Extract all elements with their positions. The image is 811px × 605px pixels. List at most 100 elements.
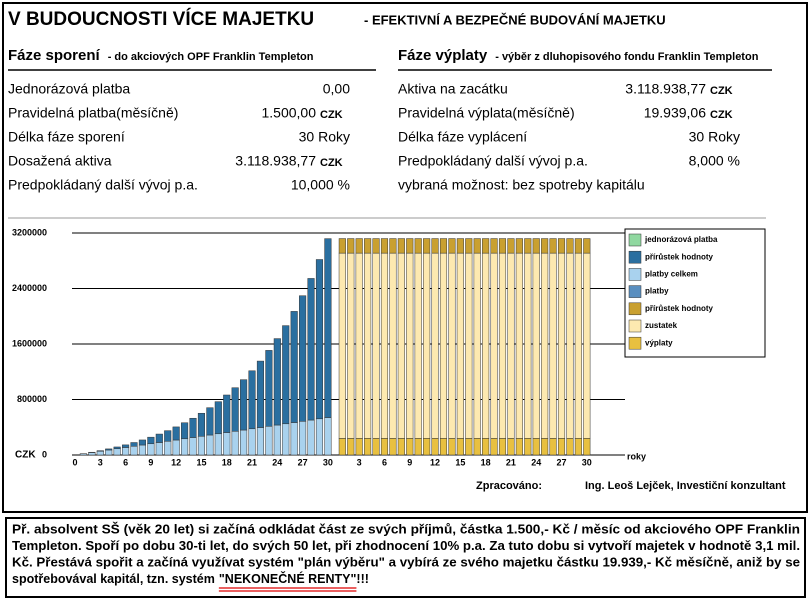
row-unit: CZK (710, 85, 733, 97)
bar-segment (198, 413, 205, 436)
bar-segment (131, 443, 138, 447)
bar-segment (308, 278, 315, 420)
bar-segment (516, 253, 523, 438)
y-axis-unit: CZK (15, 450, 36, 461)
bar-segment (465, 239, 472, 254)
x-tick-label: 15 (196, 457, 206, 467)
bar-segment (398, 438, 405, 455)
bar-segment (215, 402, 222, 434)
row-label: Délka fáze sporení (8, 129, 125, 145)
y-tick-label: 0 (42, 449, 47, 459)
y-tick-label: 3200000 (12, 227, 47, 237)
row-value: 1.500,00 (262, 105, 317, 121)
legend-swatch (629, 251, 641, 263)
bar-segment (398, 239, 405, 254)
x-tick-label: 21 (247, 457, 257, 467)
bar-segment (249, 371, 256, 429)
bar-segment (567, 239, 574, 254)
row-value: 3.118.938,77 (625, 81, 706, 97)
row-label: Pravidelná platba(měsíčně) (8, 105, 178, 121)
x-tick-label: 30 (323, 457, 333, 467)
bar-segment (449, 239, 456, 254)
legend-label: výplaty (645, 338, 673, 347)
bar-segment (266, 350, 273, 426)
bar-segment (423, 239, 430, 254)
title: V BUDOUCNOSTI VÍCE MAJETKU (8, 8, 314, 30)
x-axis-label: roky (627, 451, 646, 461)
bar-segment (575, 438, 582, 455)
bar-segment (347, 239, 354, 254)
bar-segment (457, 239, 464, 254)
bar-segment (339, 253, 346, 438)
bar-segment (516, 239, 523, 254)
bar-segment (465, 253, 472, 438)
row-unit: CZK (320, 109, 343, 121)
bar-segment (308, 420, 315, 455)
bar-segment (415, 438, 422, 455)
x-tick-label: 6 (123, 457, 128, 467)
bar-segment (373, 253, 380, 438)
note-text: spotřebovával kapitál, tzn. systém (12, 572, 215, 586)
subtitle: - EFEKTIVNÍ A BEZPEČNÉ BUDOVÁNÍ MAJETKU (364, 12, 666, 27)
bar-segment (156, 443, 163, 455)
bar-segment (558, 253, 565, 438)
row-label: Aktiva na zacátku (398, 81, 508, 97)
bar-segment (339, 239, 346, 254)
bar-segment (122, 445, 129, 448)
bar-segment (97, 451, 104, 452)
bar-segment (105, 450, 112, 455)
bar-segment (575, 253, 582, 438)
legend-swatch (629, 234, 641, 246)
bar-segment (131, 446, 138, 455)
bar-segment (508, 239, 515, 254)
x-tick-label: 18 (481, 457, 491, 467)
legend-label: přírůstek hodnoty (645, 252, 714, 261)
bar-segment (381, 438, 388, 455)
bar-segment (291, 423, 298, 455)
note-line: Kč. Přestává spořit a začíná využívat sy… (12, 555, 800, 569)
bar-segment (240, 430, 247, 455)
bar-segment (240, 380, 247, 430)
bar-segment (482, 438, 489, 455)
bar-segment (257, 361, 264, 427)
bar-segment (541, 239, 548, 254)
bar-segment (406, 438, 413, 455)
bar-segment (381, 253, 388, 438)
bar-segment (524, 438, 531, 455)
row-label: vybraná možnost: bez spotreby kapitálu (398, 177, 645, 193)
bar-segment (148, 437, 155, 444)
bar-segment (364, 253, 371, 438)
x-tick-label: 15 (455, 457, 465, 467)
row-label: Pravidelná výplata(měsíčně) (398, 105, 575, 121)
panel-subtitle: - do akciových OPF Franklin Templeton (108, 51, 314, 63)
note-highlight: "NEKONEČNÉ RENTY" (219, 571, 357, 586)
bar-segment (415, 253, 422, 438)
bar-segment (449, 438, 456, 455)
row-unit: CZK (710, 109, 733, 121)
bar-segment (282, 326, 289, 424)
x-tick-label: 24 (531, 457, 541, 467)
x-tick-label: 9 (148, 457, 153, 467)
bar-segment (139, 440, 146, 445)
bar-segment (499, 239, 506, 254)
legend-label: platby (645, 287, 669, 296)
bar-segment (325, 418, 332, 455)
bar-segment (282, 424, 289, 455)
bar-segment (499, 438, 506, 455)
bar-segment (432, 438, 439, 455)
legend-swatch (629, 303, 641, 315)
legend-swatch (629, 286, 641, 298)
y-tick-label: 1600000 (12, 338, 47, 348)
bar-segment (440, 253, 447, 438)
footer-author: Ing. Leoš Lejček, Investiční konzultant (585, 480, 786, 492)
bar-segment (97, 451, 104, 455)
bar-segment (567, 438, 574, 455)
bar-segment (122, 448, 129, 455)
legend-swatch (629, 320, 641, 332)
y-tick-label: 800000 (17, 394, 47, 404)
bar-segment (364, 438, 371, 455)
bar-segment (516, 438, 523, 455)
bar-segment (440, 239, 447, 254)
x-tick-label: 30 (582, 457, 592, 467)
row-label: Jednorázová platba (8, 81, 130, 97)
